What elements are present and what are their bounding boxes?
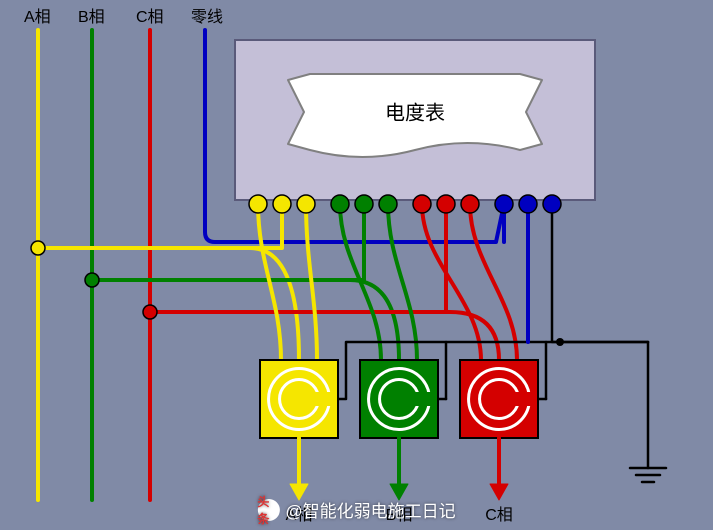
- svg-text:零线: 零线: [191, 8, 223, 26]
- svg-text:A相: A相: [24, 8, 51, 26]
- svg-text:C相: C相: [485, 506, 513, 524]
- toutiao-logo-icon: 头条: [257, 499, 279, 521]
- svg-text:B相: B相: [78, 8, 105, 26]
- wiring-diagram: 电度表A相B相C相零线A相B相C相: [0, 0, 713, 530]
- svg-text:电度表: 电度表: [385, 101, 445, 124]
- watermark: 头条 @智能化弱电施工日记: [257, 497, 455, 522]
- svg-text:C相: C相: [136, 8, 164, 26]
- watermark-text: @智能化弱电施工日记: [285, 497, 455, 522]
